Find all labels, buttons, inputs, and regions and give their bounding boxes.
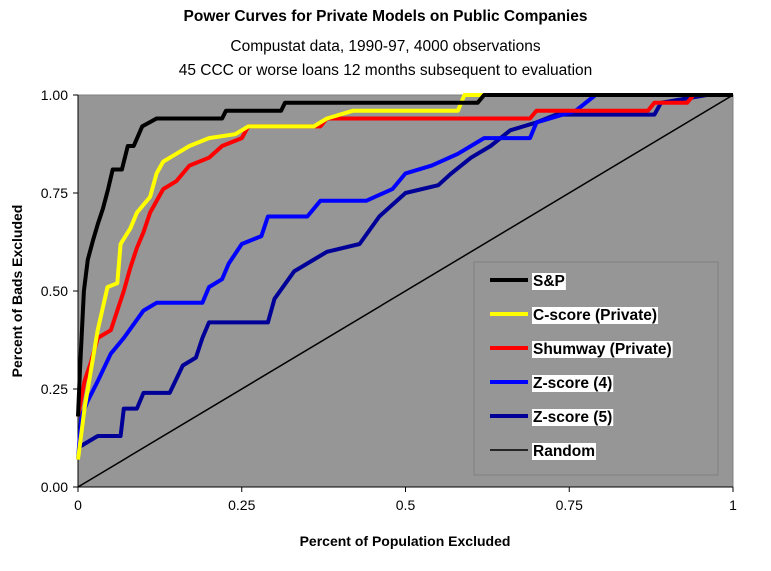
x-tick-label: 0.75: [556, 497, 583, 513]
chart-subtitle-1: Compustat data, 1990-97, 4000 observatio…: [230, 38, 541, 55]
y-tick-label: 1.00: [41, 87, 68, 103]
x-tick-label: 0: [74, 497, 82, 513]
y-tick-label: 0.75: [41, 185, 68, 201]
y-tick-label: 0.25: [41, 381, 68, 397]
legend-label: S&P: [533, 273, 565, 290]
legend-label: C-score (Private): [533, 307, 657, 324]
legend-label-bg: [532, 341, 673, 358]
legend-box: [473, 261, 719, 476]
legend-label-bg: [532, 273, 566, 290]
x-tick-label: 1: [729, 497, 737, 513]
legend-label-bg: [532, 443, 596, 460]
series-line-c-score-private: [76, 93, 733, 460]
series-line-s-p: [76, 93, 733, 417]
series-line-random: [77, 94, 734, 488]
x-tick-label: 0.5: [396, 497, 416, 513]
chart-subtitle-2: 45 CCC or worse loans 12 months subseque…: [178, 62, 593, 79]
y-tick-label: 0.50: [41, 283, 68, 299]
legend-label: Shumway (Private): [533, 341, 672, 358]
legend: S&P C-score (Private) Shumway (Private) Z-s…: [473, 261, 719, 476]
legend-label: Z-score (5): [533, 409, 612, 426]
y-tick-label: 0.00: [41, 479, 68, 495]
x-tick-label: 0.25: [228, 497, 255, 513]
legend-label-bg: [532, 375, 614, 392]
legend-label-bg: [532, 307, 659, 324]
legend-label: Z-score (4): [533, 375, 612, 392]
legend-label-bg: [532, 409, 614, 426]
y-axis-label: Percent of Bads Excluded: [9, 205, 25, 378]
chart-title: Power Curves for Private Models on Publi…: [183, 8, 588, 25]
x-axis-label: Percent of Population Excluded: [300, 533, 511, 549]
series-line-z-score-4: [76, 93, 733, 460]
series-line-shumway-private: [76, 93, 733, 417]
legend-label: Random: [533, 443, 595, 460]
